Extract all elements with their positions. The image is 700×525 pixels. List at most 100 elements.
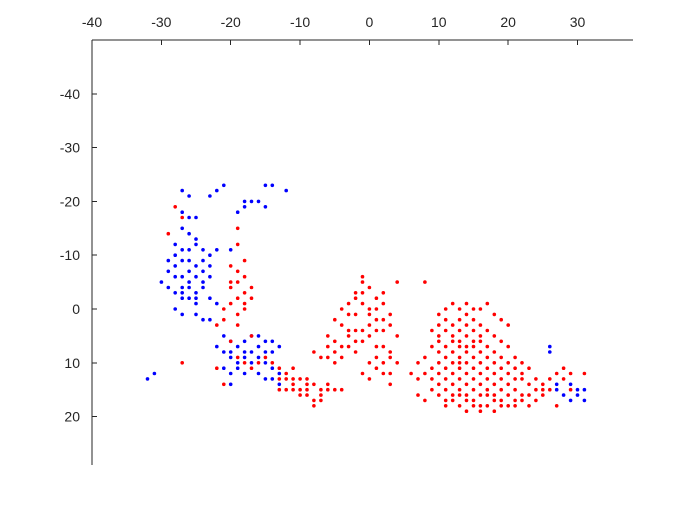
scatter-point	[450, 323, 455, 327]
scatter-point	[270, 339, 275, 344]
scatter-point	[173, 291, 177, 295]
scatter-point	[367, 334, 372, 338]
scatter-point	[395, 361, 400, 365]
scatter-point	[485, 393, 490, 397]
scatter-point	[277, 377, 282, 381]
scatter-point	[284, 188, 289, 193]
scatter-point	[513, 366, 517, 371]
x-tick-label: -20	[221, 14, 241, 30]
scatter-point	[173, 307, 177, 311]
scatter-point	[166, 269, 171, 274]
scatter-point	[450, 350, 455, 354]
scatter-point	[235, 226, 240, 231]
scatter-point	[506, 382, 511, 387]
scatter-point	[506, 323, 511, 327]
y-tick-label: 10	[64, 355, 80, 371]
scatter-point	[527, 393, 531, 397]
scatter-point	[568, 371, 573, 376]
scatter-point	[194, 312, 198, 317]
scatter-point	[242, 205, 247, 209]
y-tick-label: 20	[64, 409, 80, 425]
scatter-point	[374, 296, 379, 301]
scatter-point	[194, 301, 198, 306]
x-tick-label: 20	[500, 14, 516, 30]
scatter-point	[374, 355, 379, 360]
scatter-point	[499, 339, 504, 344]
scatter-point	[443, 398, 448, 403]
scatter-point	[575, 393, 580, 397]
scatter-point	[388, 323, 393, 327]
scatter-point	[173, 264, 177, 268]
scatter-point	[249, 199, 254, 204]
scatter-point	[270, 361, 275, 365]
scatter-point	[423, 355, 427, 360]
scatter-point	[541, 387, 545, 392]
scatter-point	[485, 301, 490, 306]
scatter-point	[416, 393, 420, 397]
scatter-point	[242, 339, 247, 344]
scatter-point	[471, 317, 476, 322]
scatter-point	[395, 280, 400, 284]
scatter-point	[208, 264, 212, 268]
scatter-point	[437, 393, 441, 397]
scatter-point	[180, 258, 184, 263]
y-tick-label: -20	[60, 193, 80, 209]
scatter-point	[568, 382, 573, 387]
scatter-point	[215, 366, 219, 371]
scatter-point	[478, 350, 483, 354]
scatter-point	[485, 328, 490, 333]
scatter-point	[416, 377, 420, 381]
scatter-point	[173, 205, 177, 209]
scatter-point	[215, 301, 219, 306]
scatter-point	[201, 280, 205, 284]
x-tick-label: -10	[290, 14, 310, 30]
scatter-point	[437, 382, 441, 387]
scatter-point	[249, 296, 254, 301]
scatter-point	[485, 355, 490, 360]
scatter-point	[249, 366, 254, 371]
scatter-point	[360, 328, 365, 333]
scatter-point	[187, 280, 191, 284]
scatter-point	[291, 377, 295, 381]
scatter-point	[228, 285, 233, 290]
scatter-point	[201, 285, 205, 290]
scatter-point	[339, 344, 344, 349]
scatter-point	[443, 307, 448, 311]
scatter-point	[437, 312, 441, 317]
scatter-point	[450, 339, 455, 344]
scatter-point	[277, 387, 282, 392]
scatter-point	[339, 355, 344, 360]
scatter-point	[471, 366, 476, 371]
scatter-point	[249, 361, 254, 365]
scatter-point	[374, 307, 379, 311]
scatter-point	[430, 387, 434, 392]
scatter-point	[499, 404, 504, 408]
scatter-point	[208, 317, 212, 322]
scatter-point	[381, 291, 386, 295]
scatter-point	[333, 317, 337, 322]
scatter-point	[485, 377, 490, 381]
scatter-point	[492, 334, 497, 338]
scatter-point	[367, 323, 372, 327]
scatter-point	[346, 312, 351, 317]
scatter-point	[263, 361, 268, 365]
scatter-point	[374, 328, 379, 333]
scatter-point	[187, 215, 191, 220]
scatter-point	[180, 188, 184, 193]
scatter-point	[485, 366, 490, 371]
scatter-point	[180, 215, 184, 220]
scatter-point	[478, 323, 483, 327]
scatter-point	[353, 296, 358, 301]
scatter-point	[471, 404, 476, 408]
scatter-point	[568, 387, 573, 392]
scatter-point	[450, 393, 455, 397]
scatter-point	[242, 307, 247, 311]
scatter-point	[561, 393, 566, 397]
scatter-point	[346, 334, 351, 338]
scatter-point	[360, 274, 365, 279]
series-0	[145, 183, 587, 403]
scatter-point	[374, 344, 379, 349]
scatter-point	[513, 377, 517, 381]
scatter-point	[319, 398, 323, 403]
scatter-point	[228, 264, 233, 268]
